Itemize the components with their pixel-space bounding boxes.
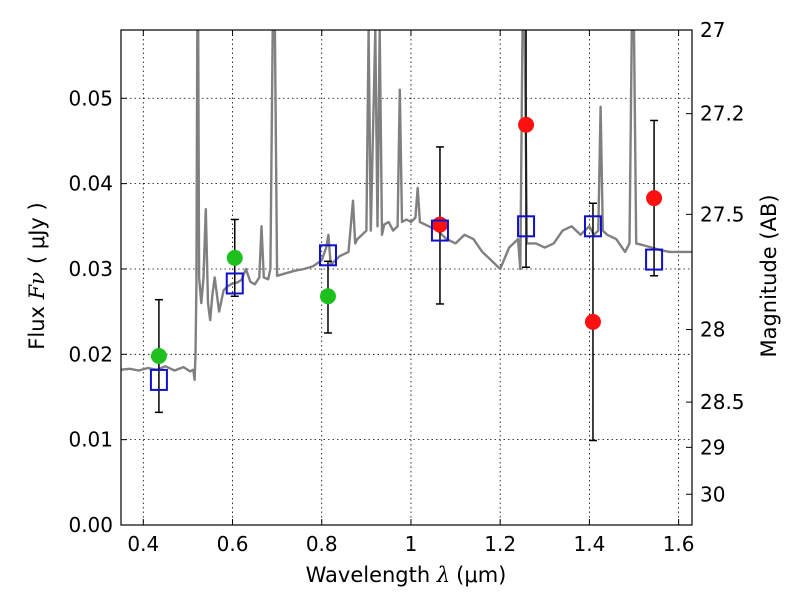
square-marker xyxy=(225,272,244,295)
y-right-tick-label: 30 xyxy=(700,482,725,506)
y-tick-label: 0.02 xyxy=(68,342,113,366)
y-right-tick-label: 27.2 xyxy=(700,102,745,126)
y-right-axis-label: Magnitude (AB) xyxy=(757,194,781,357)
y-right-tick-label: 28 xyxy=(700,318,725,342)
marker-layer xyxy=(149,116,664,391)
tick-layer: 0.4 0.6 0.8 1 1.2 1.4 1.6 0.00 0.01 0.02 0.03 0.04 0… xyxy=(68,18,744,556)
circle-marker xyxy=(584,313,601,330)
y-right-tick-label: 27 xyxy=(700,18,725,42)
y-tick-label: 0.00 xyxy=(68,513,113,537)
spectrum-line xyxy=(121,30,692,382)
grid-lines xyxy=(121,30,692,526)
x-axis-label: Wavelength λ (μm) xyxy=(306,563,507,587)
y-right-tick-label: 27.5 xyxy=(700,202,745,226)
circle-marker xyxy=(431,216,448,233)
circle-marker xyxy=(226,249,243,266)
y-right-tick-label: 28.5 xyxy=(700,390,745,414)
x-tick-label: 1.6 xyxy=(663,532,695,556)
y-tick-label: 0.01 xyxy=(68,428,113,452)
x-tick-label: 0.8 xyxy=(306,532,338,556)
x-tick-label: 0.4 xyxy=(127,532,159,556)
square-marker xyxy=(318,244,337,267)
square-marker xyxy=(517,215,536,238)
x-tick-label: 0.6 xyxy=(217,532,249,556)
circle-marker xyxy=(319,288,336,305)
y-tick-label: 0.05 xyxy=(68,86,113,110)
spectrum-line-layer xyxy=(121,30,692,382)
x-tick-label: 1.4 xyxy=(573,532,605,556)
y-axis-label: Flux Fν( μJy ) xyxy=(25,202,49,349)
error-bar-layer xyxy=(154,30,659,442)
y-right-tick-label: 29 xyxy=(700,435,725,459)
circle-marker xyxy=(518,116,535,133)
x-tick-label: 1 xyxy=(405,532,418,556)
circle-marker xyxy=(150,348,167,365)
square-marker xyxy=(583,215,602,238)
square-marker xyxy=(430,219,449,242)
x-tick-label: 1.2 xyxy=(484,532,516,556)
circle-marker xyxy=(646,190,663,207)
y-tick-label: 0.04 xyxy=(68,172,113,196)
square-marker xyxy=(149,368,168,391)
square-marker xyxy=(645,248,664,271)
plot-frame xyxy=(120,29,693,526)
y-tick-label: 0.03 xyxy=(68,257,113,281)
